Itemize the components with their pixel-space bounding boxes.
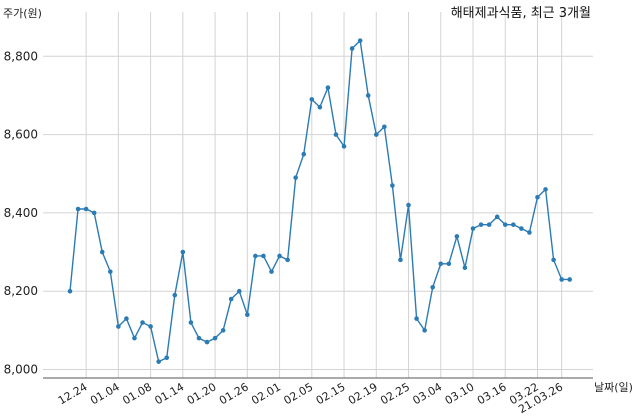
data-point bbox=[132, 335, 137, 341]
x-tick-label: 01.04 bbox=[88, 380, 122, 407]
grid-lines bbox=[43, 12, 593, 378]
y-tick-label: 8,800 bbox=[4, 49, 38, 63]
y-tick-label: 8,600 bbox=[4, 128, 38, 142]
data-point bbox=[341, 144, 347, 149]
data-point bbox=[438, 261, 444, 267]
data-point bbox=[406, 202, 411, 208]
x-tick-label: 02.19 bbox=[346, 380, 380, 407]
data-point bbox=[349, 46, 355, 51]
data-point bbox=[253, 253, 258, 259]
data-point bbox=[148, 324, 153, 329]
y-axis-label: 주가(원) bbox=[3, 7, 42, 20]
data-point bbox=[116, 324, 121, 329]
data-point bbox=[398, 257, 403, 263]
x-tick-label: 02.25 bbox=[378, 380, 412, 407]
data-point bbox=[519, 226, 524, 231]
data-point bbox=[301, 151, 307, 157]
data-point bbox=[220, 328, 226, 333]
x-tick-label: 01.14 bbox=[153, 380, 187, 407]
data-point bbox=[212, 335, 218, 341]
data-point bbox=[236, 288, 242, 294]
data-point bbox=[382, 124, 387, 130]
data-point bbox=[422, 328, 427, 333]
data-point bbox=[164, 355, 170, 361]
data-point bbox=[535, 194, 540, 200]
data-point bbox=[124, 316, 129, 321]
data-point bbox=[172, 292, 178, 298]
price-series-line bbox=[69, 39, 570, 363]
data-point bbox=[430, 284, 436, 290]
data-point bbox=[325, 85, 331, 90]
data-point bbox=[67, 288, 73, 294]
data-point bbox=[83, 206, 89, 212]
data-point bbox=[462, 265, 468, 271]
x-tick-label: 01.20 bbox=[185, 380, 219, 407]
data-point bbox=[228, 296, 234, 302]
data-point bbox=[317, 104, 323, 110]
data-point bbox=[285, 257, 290, 263]
x-tick-label: 01.26 bbox=[217, 380, 251, 407]
x-tick-label: 12.24 bbox=[56, 380, 90, 407]
data-point bbox=[140, 320, 145, 325]
data-point bbox=[559, 277, 564, 282]
x-tick-label: 02.05 bbox=[282, 380, 316, 407]
data-point bbox=[511, 222, 516, 227]
data-point bbox=[527, 230, 532, 235]
data-point bbox=[390, 183, 395, 188]
data-point bbox=[277, 253, 282, 259]
x-tick-label: 03.10 bbox=[443, 380, 477, 407]
data-point bbox=[551, 257, 556, 263]
x-tick-label: 01.08 bbox=[120, 380, 154, 407]
data-point bbox=[91, 210, 97, 216]
data-point bbox=[99, 249, 105, 255]
x-tick-label: 03.04 bbox=[410, 380, 444, 407]
data-point bbox=[567, 277, 573, 282]
data-point bbox=[245, 312, 250, 317]
data-point bbox=[156, 359, 161, 364]
data-point bbox=[478, 222, 484, 227]
x-tick-label: 03.16 bbox=[475, 380, 509, 407]
data-point bbox=[204, 339, 210, 345]
data-point bbox=[373, 132, 379, 137]
x-tick-labels: 12.2401.0401.0801.1401.2001.2602.0102.05… bbox=[56, 380, 565, 416]
y-tick-label: 8,200 bbox=[4, 284, 38, 298]
data-point bbox=[188, 320, 194, 325]
x-tick-label: 02.01 bbox=[249, 380, 283, 407]
data-point bbox=[180, 249, 186, 255]
data-point bbox=[454, 234, 460, 239]
data-point bbox=[414, 316, 419, 321]
data-point bbox=[269, 269, 274, 274]
price-series-points bbox=[67, 38, 573, 364]
chart-title: 해태제과식품, 최근 3개월 bbox=[451, 6, 591, 21]
data-point bbox=[543, 187, 548, 192]
data-point bbox=[502, 222, 508, 227]
x-tick-label: 02.15 bbox=[314, 380, 348, 407]
x-axis-label: 날짜(일) bbox=[594, 380, 633, 394]
data-point bbox=[108, 269, 113, 274]
data-point bbox=[293, 175, 298, 180]
data-point bbox=[309, 97, 315, 102]
data-point bbox=[75, 206, 81, 212]
data-point bbox=[261, 253, 266, 259]
data-point bbox=[196, 335, 202, 341]
data-point bbox=[333, 132, 339, 137]
data-point bbox=[446, 261, 452, 267]
y-tick-label: 8,000 bbox=[4, 363, 38, 377]
data-point bbox=[470, 226, 476, 231]
data-point bbox=[494, 214, 500, 220]
data-point bbox=[365, 93, 371, 98]
y-tick-labels: 8,000 8,200 8,400 8,600 8,800 bbox=[4, 49, 38, 376]
data-point bbox=[486, 222, 492, 227]
y-tick-label: 8,400 bbox=[4, 206, 38, 220]
data-point bbox=[357, 38, 363, 43]
